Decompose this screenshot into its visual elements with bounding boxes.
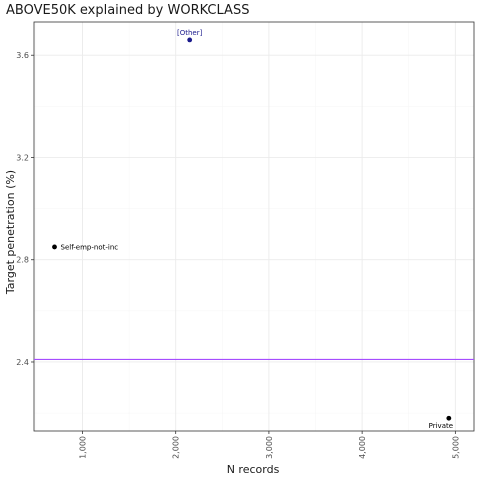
data-point-label: [Other]: [177, 29, 203, 37]
data-points: [Other] Self-emp-not-inc Private: [52, 29, 453, 430]
chart-title: ABOVE50K explained by WORKCLASS: [6, 3, 249, 18]
plot-panel: [33, 21, 475, 432]
x-axis-title: N records: [227, 463, 280, 476]
y-axis-title: Target penetration (%): [4, 170, 17, 295]
grid: [34, 22, 474, 431]
data-point: [52, 244, 57, 250]
x-axis: 1,000 2,000 3,000 4,000 5,000: [78, 431, 460, 459]
y-tick-label: 3.2: [16, 153, 29, 162]
y-tick-label: 2.4: [16, 358, 29, 367]
x-tick-label: 4,000: [358, 436, 367, 459]
data-point-label: Private: [429, 422, 453, 430]
data-point: [187, 37, 193, 43]
y-axis: 2.4 2.8 3.2 3.6: [16, 51, 34, 367]
x-tick-label: 3,000: [265, 436, 274, 459]
y-tick-label: 3.6: [16, 51, 29, 60]
y-tick-label: 2.8: [16, 256, 29, 265]
data-point: [446, 415, 452, 421]
x-tick-label: 2,000: [172, 436, 181, 459]
x-tick-label: 1,000: [78, 436, 87, 459]
x-tick-label: 5,000: [451, 436, 460, 459]
data-point-label: Self-emp-not-inc: [61, 243, 119, 251]
